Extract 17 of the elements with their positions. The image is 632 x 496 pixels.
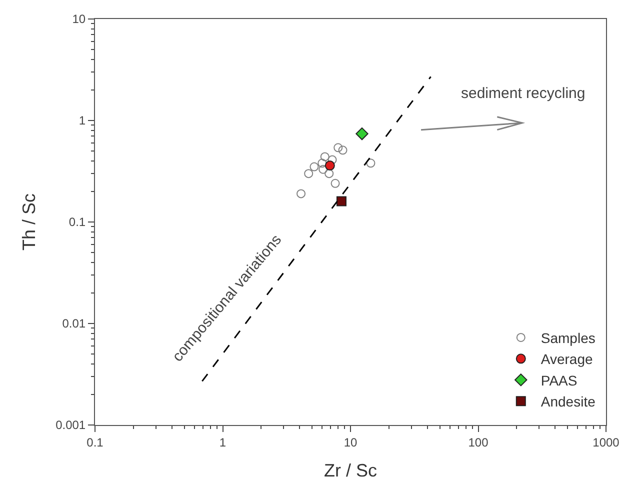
x-tick-label: 10 <box>344 435 358 450</box>
y-tick-label: 0.001 <box>56 418 86 432</box>
x-tick-label: 0.1 <box>86 435 104 450</box>
x-tick-label: 1 <box>219 435 226 450</box>
y-axis-title: Th / Sc <box>18 193 39 251</box>
x-axis-title: Zr / Sc <box>324 460 377 480</box>
x-tick-label: 1000 <box>592 435 620 450</box>
y-tick-label: 0.01 <box>62 316 86 331</box>
y-tick-label: 1 <box>78 114 86 128</box>
legend-label: Samples <box>540 330 596 346</box>
y-tick-label: 10 <box>72 12 86 26</box>
legend-label: Average <box>540 351 593 368</box>
legend-label: PAAS <box>540 372 578 388</box>
y-tick-label: 0.1 <box>68 215 86 230</box>
legend-label: Andesite <box>540 394 596 410</box>
x-tick-label: 100 <box>468 435 489 450</box>
annotation: sediment recycling <box>461 85 586 102</box>
